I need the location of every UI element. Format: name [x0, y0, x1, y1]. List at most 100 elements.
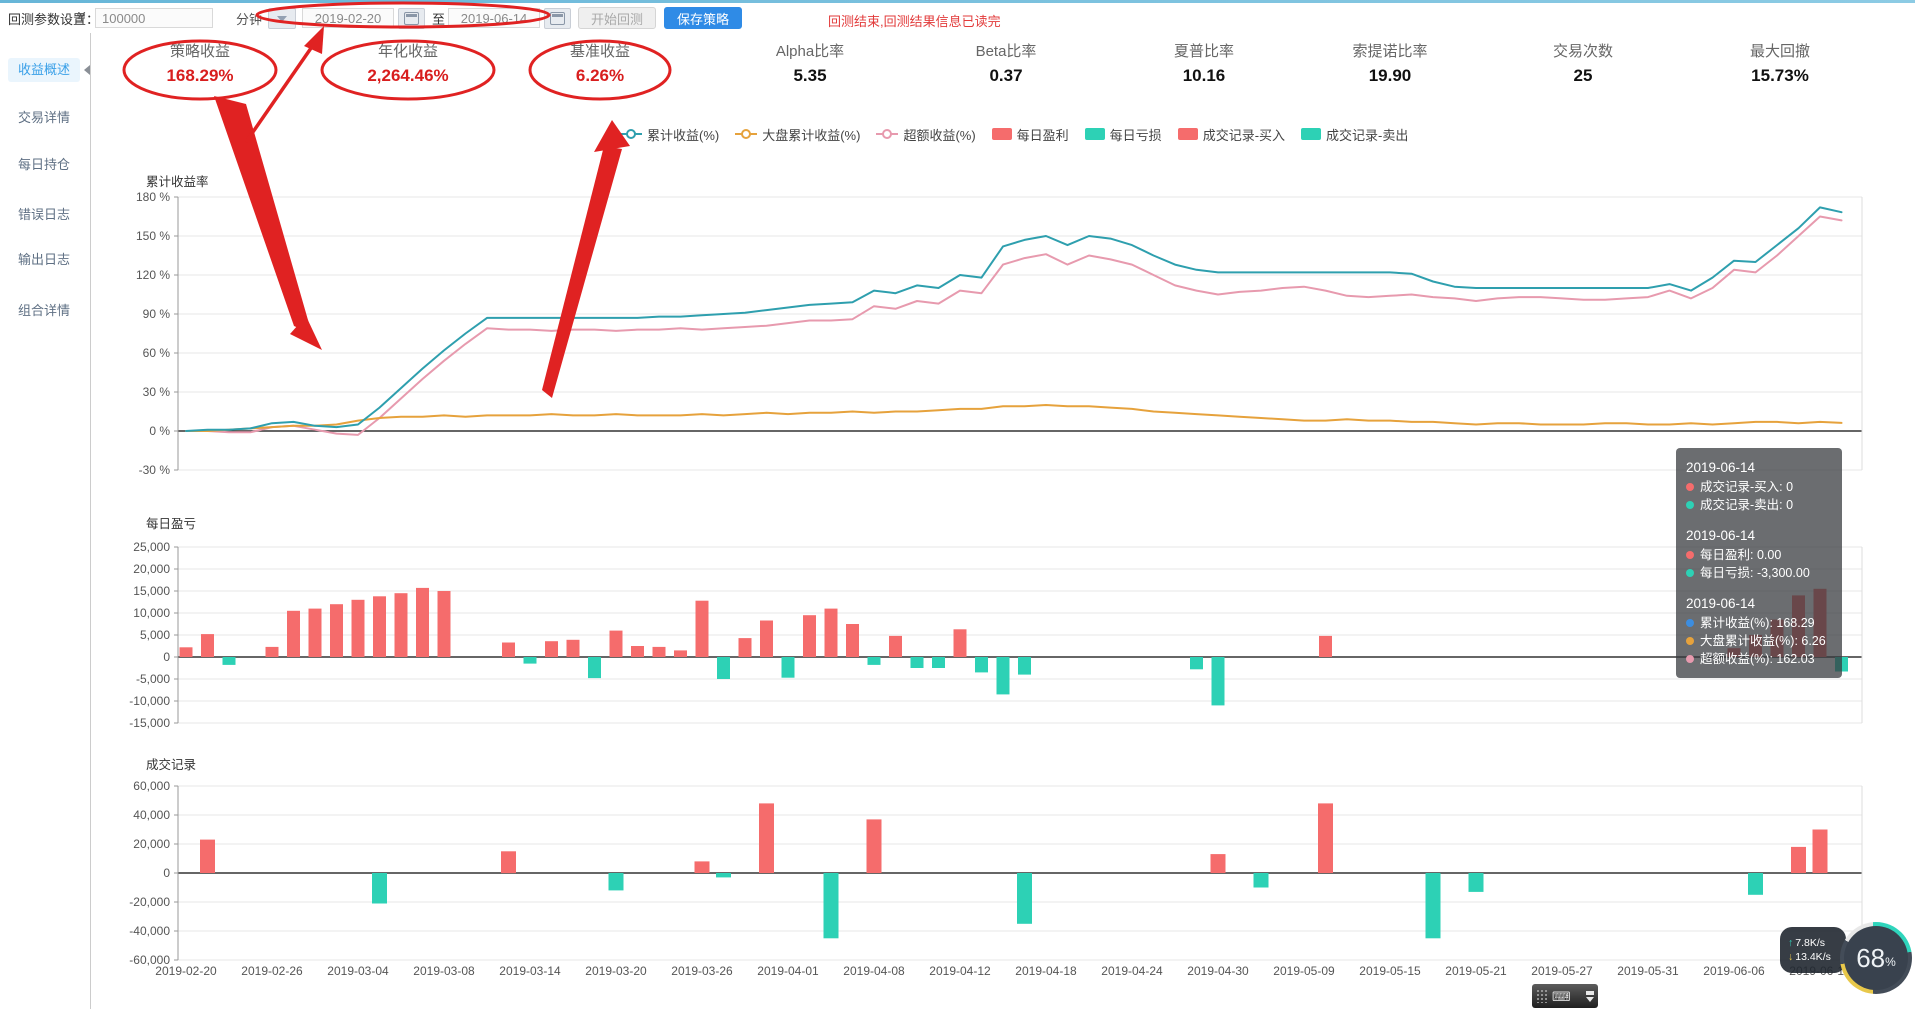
stat-label: 最大回撤: [1749, 43, 1810, 60]
svg-text:2019-04-01: 2019-04-01: [757, 964, 819, 978]
stat-value: 6.26%: [575, 66, 625, 85]
stat-label: Beta比率: [975, 43, 1037, 60]
keyboard-icon[interactable]: ⌨: [1552, 988, 1571, 1004]
performance-stats-row: 策略收益 168.29% 年化收益 2,264.46% 基准收益 6.26% Alpha比率…: [0, 40, 1915, 100]
sidebar-item-1[interactable]: 交易详情: [17, 110, 70, 125]
sidebar-nav: 收益概述交易详情每日持仓错误日志输出日志组合详情: [0, 33, 91, 1009]
battery-percent-widget[interactable]: 68 %: [1840, 922, 1912, 994]
chart-legend: 累计收益(%) 大盘累计收益(%) 超额收益(%) 每日盈利 每日亏损 成交记录-买入 成交…: [620, 124, 1408, 144]
series-dot-icon: [1686, 637, 1694, 645]
svg-text:2019-05-15: 2019-05-15: [1359, 964, 1421, 978]
series-dot-icon: [1686, 569, 1694, 577]
end-date-input[interactable]: [448, 8, 540, 28]
sidebar-item-5[interactable]: 组合详情: [17, 303, 70, 318]
stat-label: 年化收益: [377, 43, 438, 60]
legend-item-6[interactable]: 成交记录-卖出: [1301, 125, 1408, 144]
tooltip-text: 成交记录-买入: 0: [1700, 480, 1794, 494]
capital-input[interactable]: [95, 8, 213, 28]
stat-value: 15.73%: [1751, 66, 1809, 85]
legend-line-marker-icon: [620, 129, 642, 139]
svg-text:0: 0: [163, 866, 170, 880]
frequency-dropdown[interactable]: [268, 8, 296, 29]
legend-swatch-icon: [1084, 128, 1105, 140]
svg-text:-15,000: -15,000: [129, 716, 170, 730]
legend-swatch-icon: [1301, 128, 1322, 140]
svg-text:0 %: 0 %: [149, 424, 170, 438]
svg-text:2019-06-06: 2019-06-06: [1703, 964, 1765, 978]
tooltip-date: 2019-06-14: [1686, 596, 1756, 611]
tooltip-date: 2019-06-14: [1686, 460, 1756, 475]
tooltip-row: 成交记录-买入: 0: [1686, 478, 1832, 496]
svg-text:-20,000: -20,000: [129, 895, 170, 909]
svg-text:2019-04-12: 2019-04-12: [929, 964, 991, 978]
stat-3: Alpha比率 5.35: [725, 40, 895, 86]
svg-text:2019-05-21: 2019-05-21: [1445, 964, 1507, 978]
sidebar-item-2[interactable]: 每日持仓: [17, 157, 70, 172]
legend-item-2[interactable]: 超额收益(%): [876, 125, 976, 144]
svg-text:2019-04-18: 2019-04-18: [1015, 964, 1077, 978]
legend-item-4[interactable]: 每日亏损: [1084, 125, 1162, 144]
legend-item-3[interactable]: 每日盈利: [991, 125, 1069, 144]
svg-text:2019-02-20: 2019-02-20: [155, 964, 217, 978]
start-date-calendar-button[interactable]: [398, 8, 425, 29]
svg-text:15,000: 15,000: [133, 584, 170, 598]
sidebar-item-0[interactable]: 收益概述: [8, 58, 80, 82]
tooltip-row: 每日亏损: -3,300.00: [1686, 564, 1832, 582]
minimize-icon[interactable]: [1586, 990, 1594, 995]
top-accent-strip: [0, 0, 1915, 3]
svg-text:累计收益率: 累计收益率: [146, 174, 209, 189]
svg-text:2019-05-27: 2019-05-27: [1531, 964, 1593, 978]
tooltip-text: 每日盈利: 0.00: [1700, 548, 1782, 562]
ime-controls[interactable]: [1586, 990, 1594, 1002]
collapse-icon[interactable]: [1586, 996, 1594, 1002]
stat-8: 最大回撤 15.73%: [1695, 40, 1865, 86]
legend-item-5[interactable]: 成交记录-买入: [1177, 125, 1285, 144]
drag-handle-icon[interactable]: [1536, 989, 1548, 1003]
svg-text:-5,000: -5,000: [136, 672, 170, 686]
series-dot-icon: [1686, 501, 1694, 509]
stat-6: 索提诺比率 19.90: [1305, 40, 1475, 86]
start-backtest-button[interactable]: 开始回测: [578, 7, 657, 29]
stat-value: 168.29%: [166, 66, 234, 85]
save-strategy-button[interactable]: 保存策略: [664, 7, 743, 29]
start-date-input[interactable]: [302, 8, 394, 28]
sidebar-item-4[interactable]: 输出日志: [17, 252, 70, 267]
network-speed-widget[interactable]: ↑ 7.8K/s ↓ 13.4K/s: [1780, 927, 1846, 973]
legend-label: 超额收益(%): [903, 127, 976, 143]
upload-speed: ↑ 7.8K/s: [1788, 937, 1826, 949]
svg-text:2019-03-14: 2019-03-14: [499, 964, 561, 978]
stat-label: 夏普比率: [1173, 43, 1234, 60]
series-dot-icon: [1686, 619, 1694, 627]
svg-text:2019-04-30: 2019-04-30: [1187, 964, 1249, 978]
legend-line-marker-icon: [735, 129, 758, 139]
legend-item-1[interactable]: 大盘累计收益(%): [735, 125, 860, 144]
chevron-down-icon: [277, 15, 287, 22]
svg-text:30 %: 30 %: [143, 385, 171, 399]
ime-toolbar[interactable]: ⌨: [1532, 984, 1598, 1008]
stat-value: 10.16: [1182, 66, 1226, 85]
stat-label: 索提诺比率: [1352, 43, 1428, 60]
calendar-icon: [404, 12, 419, 25]
svg-text:2019-05-31: 2019-05-31: [1617, 964, 1679, 978]
svg-text:60,000: 60,000: [133, 779, 170, 793]
legend-label: 每日盈利: [1016, 127, 1069, 143]
battery-unit: %: [1885, 955, 1896, 969]
svg-text:90 %: 90 %: [143, 307, 171, 321]
legend-label: 成交记录-卖出: [1326, 127, 1409, 143]
svg-text:-40,000: -40,000: [129, 924, 170, 938]
end-date-calendar-button[interactable]: [544, 8, 571, 29]
legend-swatch-icon: [991, 128, 1012, 140]
svg-text:0: 0: [163, 650, 170, 664]
svg-text:5,000: 5,000: [140, 628, 170, 642]
svg-text:每日盈亏: 每日盈亏: [146, 516, 196, 531]
legend-item-0[interactable]: 累计收益(%): [620, 125, 719, 144]
series-dot-icon: [1686, 655, 1694, 663]
stat-label: 基准收益: [569, 43, 630, 60]
svg-text:-30 %: -30 %: [139, 463, 171, 477]
sidebar-item-3[interactable]: 错误日志: [17, 207, 70, 222]
stat-value: 5.35: [793, 66, 827, 85]
svg-text:150 %: 150 %: [136, 229, 170, 243]
legend-swatch-icon: [1177, 128, 1198, 140]
svg-text:2019-03-04: 2019-03-04: [327, 964, 389, 978]
